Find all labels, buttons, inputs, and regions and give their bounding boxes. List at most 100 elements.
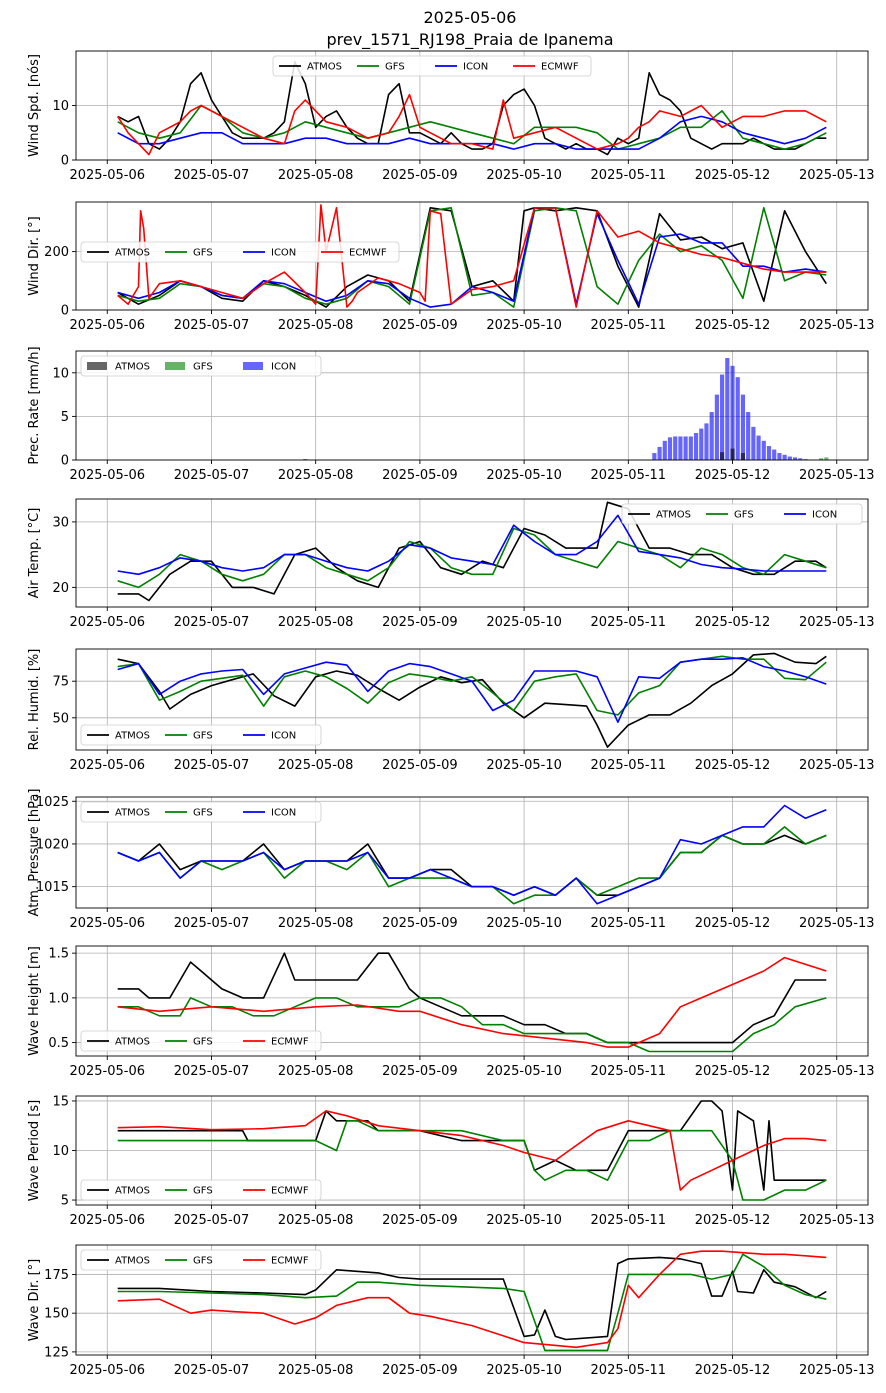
series-line-icon (117, 657, 827, 723)
x-tick-label: 2025-05-12 (695, 318, 771, 333)
plot-area (117, 501, 827, 602)
y-tick-label: 20 (52, 581, 69, 596)
x-tick-label: 2025-05-06 (69, 1064, 145, 1079)
x-tick-label: 2025-05-09 (382, 615, 458, 630)
bar-icon (772, 449, 777, 460)
x-tick-label: 2025-05-11 (591, 916, 667, 931)
x-tick-label: 2025-05-06 (69, 468, 145, 483)
bar-icon (683, 436, 688, 460)
series-line-ecmwf (117, 1250, 827, 1349)
plot-area (117, 1100, 827, 1201)
x-tick-label: 2025-05-11 (591, 615, 667, 630)
x-tick-label: 2025-05-07 (174, 318, 250, 333)
legend-label-ecmwf: ECMWF (349, 248, 387, 259)
bar-gfs (824, 457, 829, 460)
x-tick-label: 2025-05-09 (382, 916, 458, 931)
legend-label-ecmwf: ECMWF (271, 1186, 309, 1197)
series-line-ecmwf (117, 93, 827, 156)
legend-label-gfs: GFS (193, 248, 213, 259)
y-tick-label: 1.5 (48, 947, 69, 962)
x-tick-label: 2025-05-10 (486, 1213, 562, 1228)
x-tick-label: 2025-05-13 (799, 758, 875, 773)
y-axis-label: Wave Period [s] (27, 1100, 42, 1201)
bar-icon (735, 377, 740, 460)
series-line-atmos (117, 652, 827, 748)
x-tick-label: 2025-05-06 (69, 168, 145, 183)
bar-atmos (740, 453, 746, 460)
legend-label-icon: ICON (812, 510, 837, 521)
x-tick-label: 2025-05-10 (486, 615, 562, 630)
y-tick-label: 10 (52, 366, 69, 381)
legend-swatch-icon (243, 362, 263, 370)
legend-label-ecmwf: ECMWF (541, 62, 579, 73)
y-tick-label: 10 (52, 1144, 69, 1159)
axes-frame (75, 648, 869, 751)
figure-title: 2025-05-06 (424, 8, 517, 27)
bar-icon (746, 412, 751, 460)
series-line-icon (117, 804, 827, 905)
legend-swatch-gfs (165, 362, 185, 370)
y-tick-label: 75 (52, 675, 69, 690)
legend-label-gfs: GFS (193, 1256, 213, 1267)
bar-icon (699, 428, 704, 460)
legend-label-icon: ICON (271, 248, 296, 259)
y-tick-label: 1.0 (48, 991, 69, 1006)
x-tick-label: 2025-05-11 (591, 758, 667, 773)
x-tick-label: 2025-05-09 (382, 1213, 458, 1228)
x-tick-label: 2025-05-08 (278, 916, 354, 931)
x-tick-label: 2025-05-12 (695, 615, 771, 630)
x-tick-label: 2025-05-07 (174, 615, 250, 630)
axes-frame (75, 350, 869, 461)
plot-area (117, 61, 827, 156)
y-tick-label: 1025 (36, 795, 69, 810)
legend-label-icon: ICON (271, 808, 296, 819)
legend-label-atmos: ATMOS (115, 1037, 150, 1048)
y-tick-label: 0.5 (48, 1036, 69, 1051)
legend: ATMOS GFS ECMWF (80, 1249, 322, 1271)
plot-area (117, 652, 827, 748)
x-tick-label: 2025-05-09 (382, 1363, 458, 1378)
legend-label-gfs: GFS (385, 62, 405, 73)
plot-area (117, 952, 827, 1053)
series-line-gfs (117, 826, 827, 905)
chart-panels: 0 10 2025-05-06 2025-05-07 2025-05-08 2025-05… (27, 50, 875, 1378)
bar-icon (678, 436, 683, 460)
x-tick-label: 2025-05-09 (382, 318, 458, 333)
y-tick-label: 50 (52, 711, 69, 726)
y-tick-label: 0 (61, 454, 69, 469)
axes-frame (75, 498, 869, 608)
x-tick-label: 2025-05-12 (695, 916, 771, 931)
y-tick-label: 150 (44, 1307, 69, 1322)
x-tick-label: 2025-05-13 (799, 615, 875, 630)
legend-label-atmos: ATMOS (115, 808, 150, 819)
panel-1: 0 10 2025-05-06 2025-05-07 2025-05-08 2025-05… (27, 50, 875, 183)
legend-label-ecmwf: ECMWF (271, 1256, 309, 1267)
x-tick-label: 2025-05-11 (591, 318, 667, 333)
bar-atmos (730, 448, 735, 460)
y-axis-label: Prec. Rate [mm/h] (27, 346, 42, 464)
legend-label-atmos: ATMOS (115, 1186, 150, 1197)
x-tick-label: 2025-05-08 (278, 1213, 354, 1228)
plot-area (303, 357, 829, 460)
bar-icon (766, 446, 772, 460)
x-tick-label: 2025-05-06 (69, 758, 145, 773)
x-tick-label: 2025-05-06 (69, 1363, 145, 1378)
series-line-ecmwf (117, 956, 827, 1048)
legend-frame (80, 724, 322, 746)
x-tick-label: 2025-05-13 (799, 468, 875, 483)
legend-swatch-atmos (87, 362, 107, 370)
bar-icon (756, 435, 761, 460)
y-tick-label: 5 (61, 410, 69, 425)
bar-icon (714, 394, 719, 460)
legend-label-gfs: GFS (193, 1037, 213, 1048)
bar-icon (761, 440, 766, 460)
legend-label-gfs: GFS (193, 808, 213, 819)
x-tick-label: 2025-05-08 (278, 1363, 354, 1378)
x-tick-label: 2025-05-06 (69, 1213, 145, 1228)
series-line-gfs (117, 1253, 827, 1352)
bar-atmos (720, 452, 725, 460)
x-tick-label: 2025-05-08 (278, 468, 354, 483)
plot-area (117, 804, 827, 905)
y-axis-label: Atm. Pressure [hPa] (27, 789, 42, 917)
x-tick-label: 2025-05-08 (278, 318, 354, 333)
